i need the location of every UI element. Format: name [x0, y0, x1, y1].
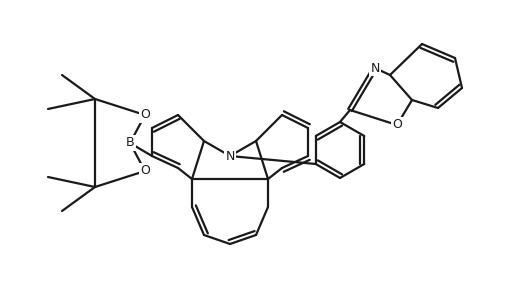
Text: N: N [370, 61, 380, 74]
Text: N: N [225, 150, 234, 162]
Text: O: O [392, 118, 402, 132]
Text: O: O [140, 108, 150, 122]
Text: B: B [126, 136, 134, 150]
Text: O: O [140, 164, 150, 178]
